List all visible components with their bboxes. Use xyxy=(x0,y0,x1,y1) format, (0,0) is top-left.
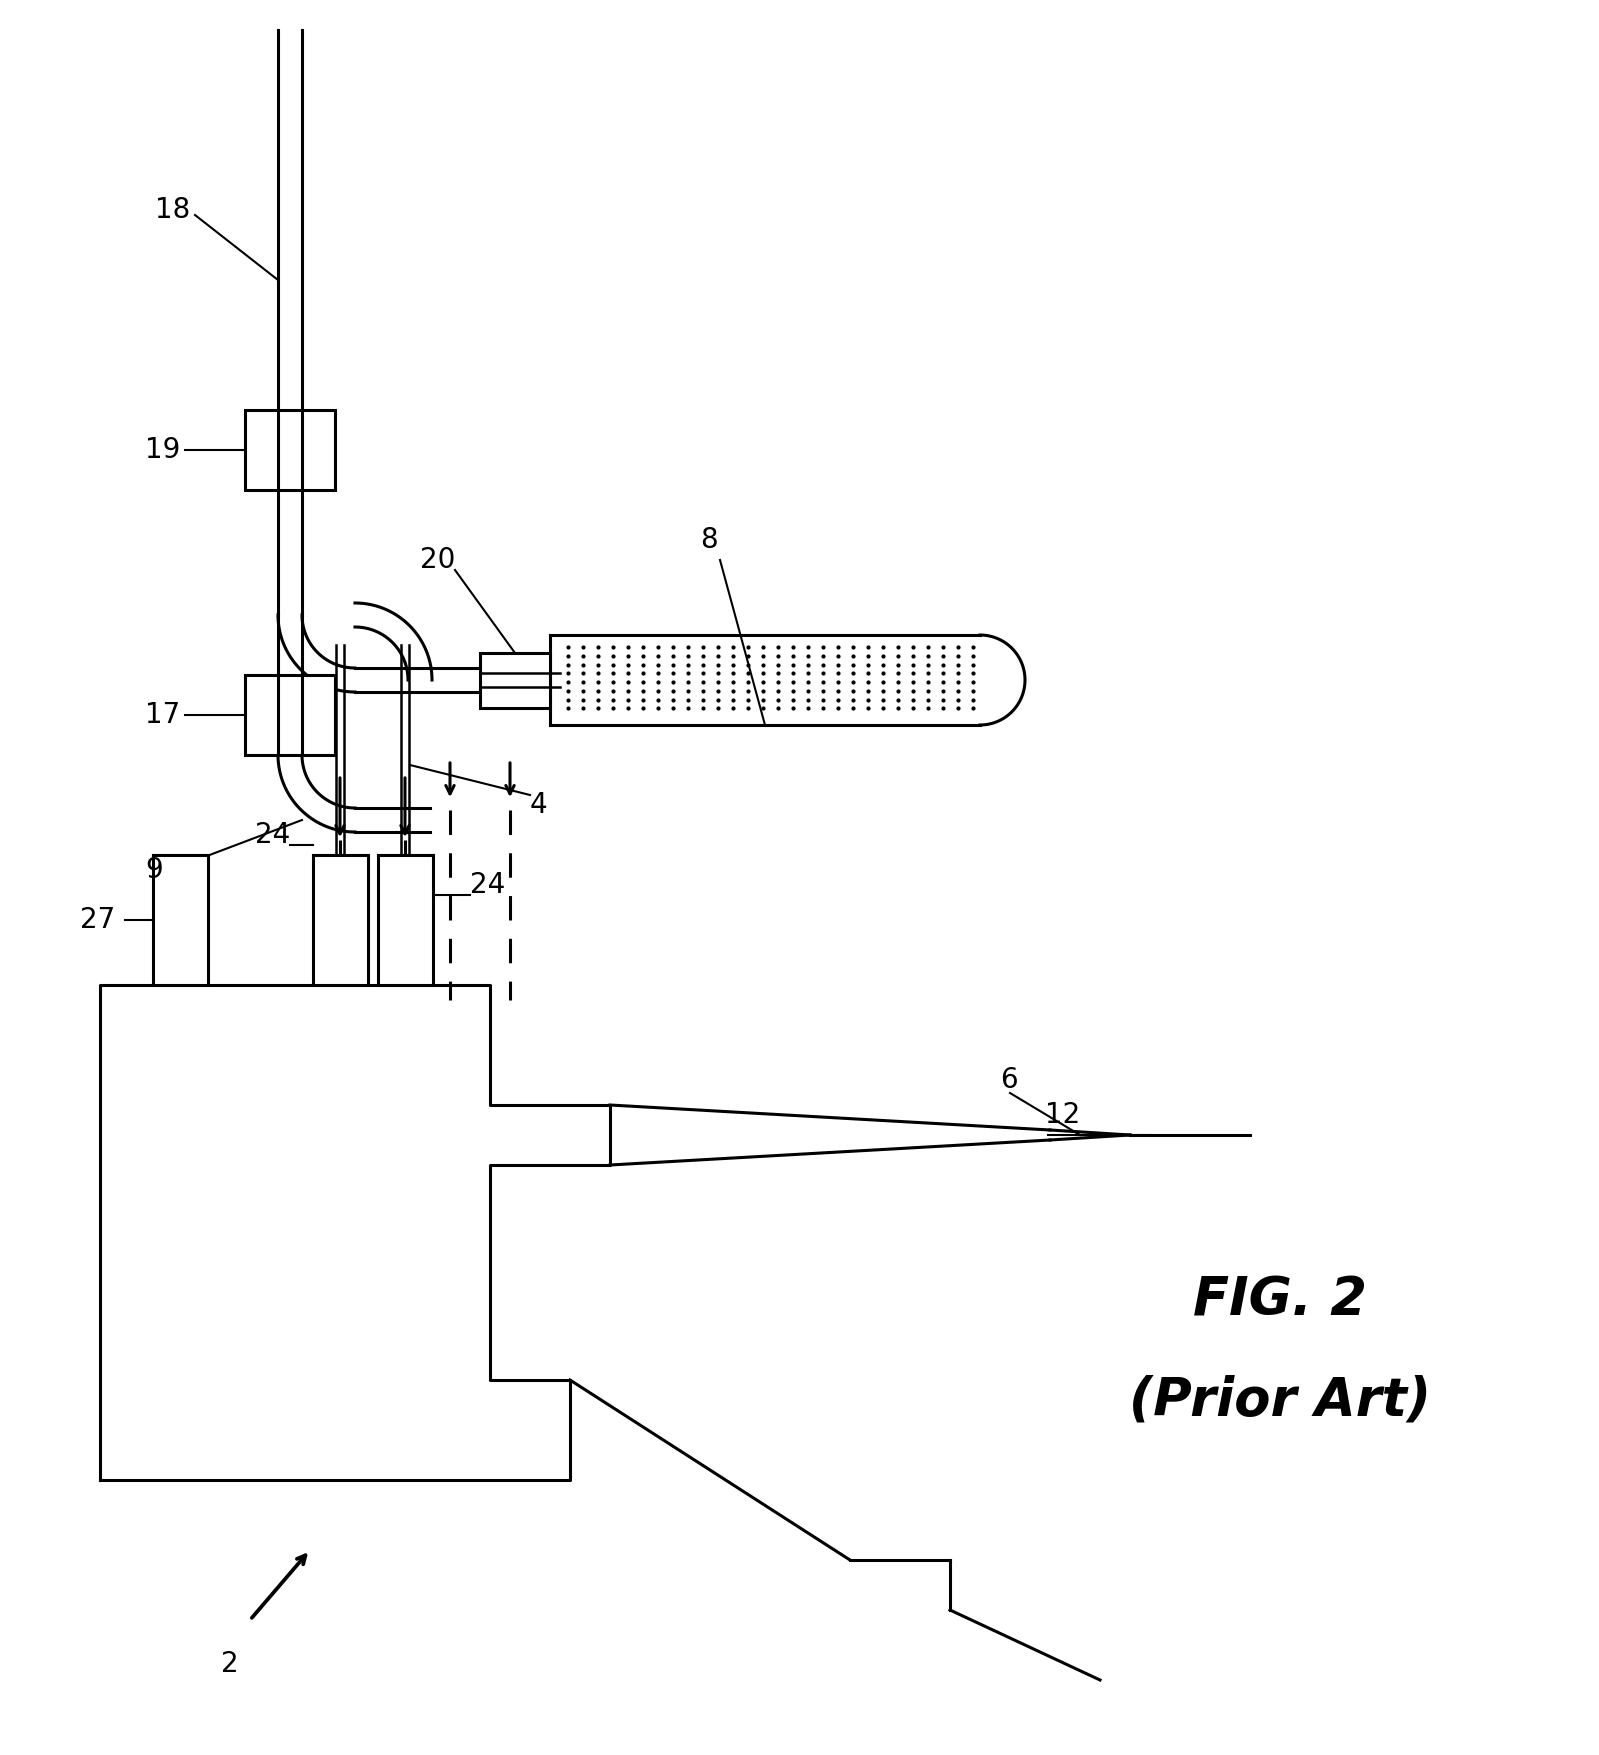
Text: 2: 2 xyxy=(221,1650,238,1678)
Text: 19: 19 xyxy=(146,435,181,463)
Text: 4: 4 xyxy=(270,721,288,749)
Bar xyxy=(377,855,433,985)
Bar xyxy=(480,653,550,707)
Text: 24: 24 xyxy=(470,870,505,899)
Text: (Prior Art): (Prior Art) xyxy=(1129,1374,1431,1427)
Text: 18: 18 xyxy=(155,197,190,225)
Bar xyxy=(313,855,368,985)
Text: 24: 24 xyxy=(254,821,291,849)
Text: FIG. 2: FIG. 2 xyxy=(1193,1274,1367,1327)
Text: 4: 4 xyxy=(529,792,547,820)
Text: 6: 6 xyxy=(999,1065,1017,1093)
Bar xyxy=(245,411,336,490)
Text: 9: 9 xyxy=(146,856,163,885)
Text: 17: 17 xyxy=(146,700,181,728)
Bar xyxy=(154,855,208,985)
Text: 12: 12 xyxy=(1046,1100,1081,1128)
Text: 8: 8 xyxy=(700,526,718,555)
Text: 27: 27 xyxy=(80,906,115,934)
Text: 20: 20 xyxy=(421,546,456,574)
Bar xyxy=(245,676,336,755)
